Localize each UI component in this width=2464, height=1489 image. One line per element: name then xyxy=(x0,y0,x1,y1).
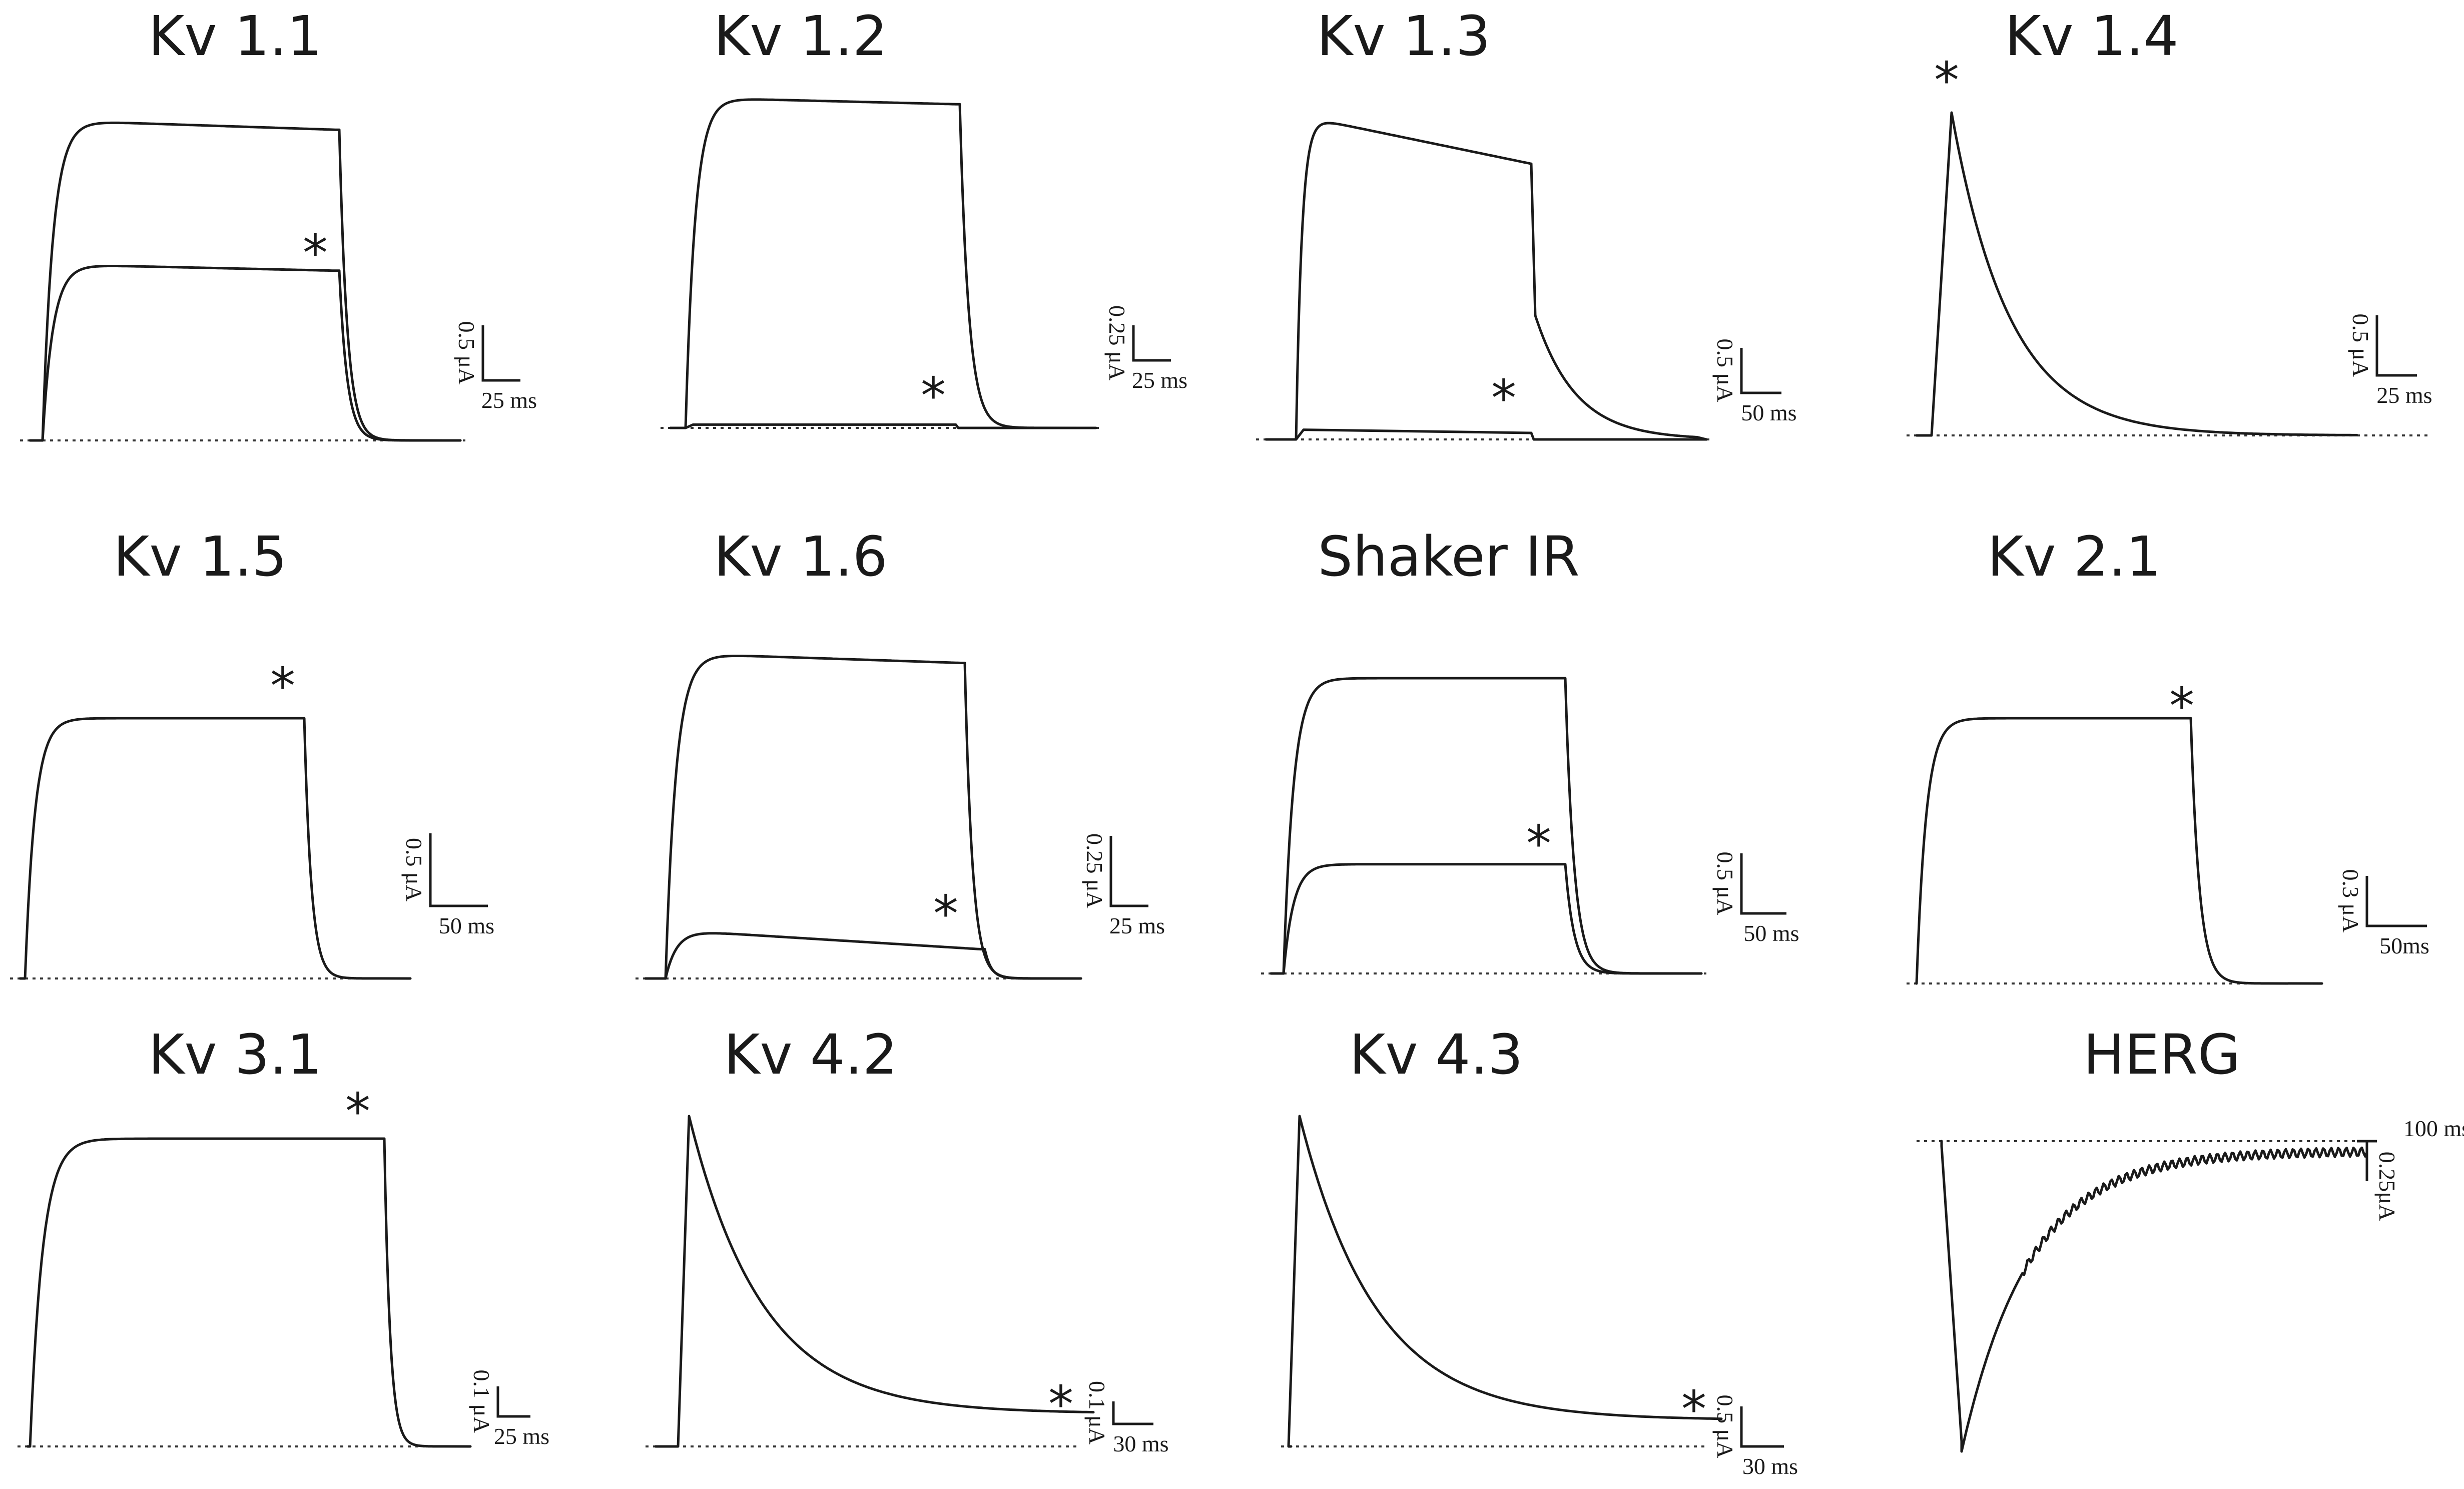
peak-marker: * xyxy=(345,1082,370,1141)
scale-time-label: 25 ms xyxy=(1132,367,1187,393)
current-trace-shaker-ir-1 xyxy=(1270,677,1703,975)
scale-current-label: 0.5 μA xyxy=(401,838,427,901)
scale-current-label: 0.5 μA xyxy=(2348,314,2373,377)
scale-bar xyxy=(1112,1401,1153,1425)
scale-bar xyxy=(1740,348,1781,394)
scale-time-label: 50 ms xyxy=(1741,400,1796,425)
panel-title-kv-1-5: Kv 1.5 xyxy=(113,525,287,589)
current-trace-kv-1-3-1 xyxy=(1265,122,1708,441)
scale-current-label: 0.1 μA xyxy=(1084,1381,1110,1444)
peak-marker: * xyxy=(270,657,295,715)
current-trace-kv-1-2-1 xyxy=(669,98,1097,429)
current-trace-herg-1 xyxy=(1940,1140,2368,1453)
peak-marker: * xyxy=(1934,51,1959,110)
panel-title-kv-1-1: Kv 1.1 xyxy=(148,4,322,68)
panel-title-kv-4-3: Kv 4.3 xyxy=(1349,1023,1523,1087)
current-trace-kv-3-1-1 xyxy=(26,1137,472,1448)
scale-bar xyxy=(1740,1406,1784,1448)
current-trace-kv-1-3-2 xyxy=(1265,428,1708,441)
scale-time-label: 25 ms xyxy=(481,387,537,413)
panel-title-kv-3-1: Kv 3.1 xyxy=(148,1023,322,1087)
scale-bar xyxy=(1132,325,1171,362)
peak-marker: * xyxy=(933,884,958,943)
peak-marker: * xyxy=(921,366,946,425)
scale-time-label: 30 ms xyxy=(1113,1431,1168,1456)
peak-marker: * xyxy=(1491,369,1516,427)
peak-marker: * xyxy=(1681,1380,1706,1438)
panel-title-kv-1-2: Kv 1.2 xyxy=(714,4,887,68)
scale-time-label: 100 ms xyxy=(2403,1116,2464,1141)
scale-current-label: 0.25 μA xyxy=(1082,833,1107,908)
current-trace-kv-2-1-1 xyxy=(1915,717,2323,985)
scale-current-label: 0.25μA xyxy=(2374,1152,2400,1221)
panel-title-kv-4-2: Kv 4.2 xyxy=(724,1023,897,1087)
scale-bar xyxy=(2365,876,2427,927)
panel-title-shaker-ir: Shaker IR xyxy=(1318,525,1579,589)
current-trace-kv-4-2-1 xyxy=(654,1115,1095,1448)
scale-bar xyxy=(1109,836,1148,907)
current-trace-kv-1-2-2 xyxy=(669,423,1097,429)
current-trace-kv-1-1-1 xyxy=(29,121,462,442)
scale-time-label: 50 ms xyxy=(1743,920,1799,946)
scale-bar xyxy=(2357,1140,2377,1181)
scale-bar xyxy=(429,833,488,907)
current-trace-shaker-ir-2 xyxy=(1270,863,1703,975)
current-trace-kv-1-4-1 xyxy=(1915,111,2358,437)
peak-marker: * xyxy=(303,224,328,282)
panel-title-kv-1-3: Kv 1.3 xyxy=(1317,4,1490,68)
scale-bar xyxy=(1740,853,1786,915)
scale-current-label: 0.3 μA xyxy=(2338,869,2363,933)
scale-bar xyxy=(496,1386,530,1418)
peak-marker: * xyxy=(2169,677,2194,735)
panel-title-kv-1-4: Kv 1.4 xyxy=(2005,4,2178,68)
scale-time-label: 25 ms xyxy=(2376,382,2432,408)
peak-marker: * xyxy=(1526,814,1551,873)
scale-current-label: 0.1 μA xyxy=(469,1370,494,1433)
panel-kv-2-1: Kv 2.1 * 0.3 μA 50ms xyxy=(1907,525,2429,985)
current-trace-kv-4-3-1 xyxy=(1287,1115,1723,1448)
scale-time-label: 50 ms xyxy=(439,913,494,938)
scale-current-label: 0.5 μA xyxy=(454,321,479,385)
panel-kv-4-2: Kv 4.2 * 0.1 μA 30 ms xyxy=(646,1023,1169,1456)
current-trace-kv-1-6-2 xyxy=(644,932,1082,980)
panel-title-herg: HERG xyxy=(2083,1023,2240,1087)
panel-title-kv-1-6: Kv 1.6 xyxy=(714,525,887,589)
panel-title-kv-2-1: Kv 2.1 xyxy=(1987,525,2161,589)
current-trace-kv-1-5-1 xyxy=(19,717,412,980)
panel-kv-1-5: Kv 1.5 * 0.5 μA 50 ms xyxy=(10,525,494,980)
panel-kv-1-2: Kv 1.2 * 0.25 μA 25 ms xyxy=(661,4,1187,429)
current-trace-kv-1-1-2 xyxy=(29,265,462,442)
current-trace-kv-1-6-1 xyxy=(644,655,1082,980)
peak-marker: * xyxy=(1048,1375,1073,1433)
scale-bar xyxy=(2375,315,2417,377)
scale-bar xyxy=(481,325,520,382)
scale-time-label: 25 ms xyxy=(1109,913,1165,938)
scale-current-label: 0.25 μA xyxy=(1104,305,1130,380)
scale-time-label: 30 ms xyxy=(1742,1453,1798,1479)
scale-current-label: 0.5 μA xyxy=(1712,1395,1738,1458)
scale-current-label: 0.5 μA xyxy=(1712,852,1738,915)
scale-current-label: 0.5 μA xyxy=(1712,339,1738,402)
scale-time-label: 50ms xyxy=(2379,933,2429,958)
scale-time-label: 25 ms xyxy=(494,1423,549,1449)
panel-herg: HERG 100 ms0.25μA xyxy=(1917,1023,2464,1453)
